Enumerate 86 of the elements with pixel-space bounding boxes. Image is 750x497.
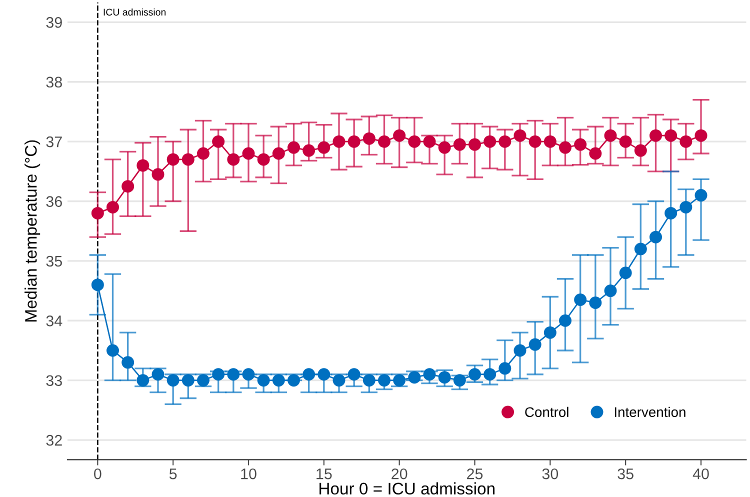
point — [197, 147, 210, 160]
point — [664, 206, 678, 220]
y-tick-label: 34 — [46, 316, 62, 326]
point — [514, 129, 526, 142]
y-tick-label: 32 — [46, 434, 62, 446]
x-tick-label: 40 — [692, 468, 709, 480]
point — [498, 362, 512, 375]
point — [182, 153, 194, 166]
point — [680, 135, 692, 148]
point — [574, 294, 587, 306]
point — [650, 129, 662, 142]
y-tick-label: 36 — [46, 196, 62, 207]
point — [484, 135, 496, 148]
point — [619, 266, 632, 280]
point — [604, 129, 617, 142]
x-tick-label: 35 — [618, 468, 634, 480]
point — [227, 153, 240, 166]
point — [694, 189, 708, 202]
x-tick-label: 30 — [542, 468, 558, 480]
x-tick-label: 25 — [467, 468, 483, 480]
point — [106, 344, 119, 357]
point — [212, 135, 225, 148]
point — [559, 141, 572, 154]
x-axis-title: Hour 0 = ICU admission — [320, 482, 494, 495]
point — [408, 135, 421, 148]
point — [242, 147, 255, 160]
point — [166, 153, 180, 166]
y-axis-title: Median temperature (°C) — [24, 140, 40, 322]
y-tick-label: 35 — [46, 256, 62, 267]
point — [362, 132, 376, 145]
point — [453, 374, 466, 387]
y-tick-label: 38 — [46, 76, 62, 88]
point — [122, 180, 134, 193]
point — [91, 206, 104, 220]
ref-line-label: ICU admission — [104, 8, 166, 16]
point — [544, 135, 556, 148]
y-tick-label: 39 — [46, 17, 62, 28]
point — [498, 135, 512, 148]
point — [574, 138, 587, 151]
point — [106, 200, 119, 214]
x-tick-label: 15 — [316, 468, 332, 480]
point — [257, 153, 270, 166]
point — [589, 296, 602, 309]
point — [589, 147, 602, 160]
point — [332, 135, 346, 148]
point — [544, 326, 556, 339]
point — [650, 230, 662, 244]
point — [438, 141, 451, 154]
x-tick-label: 20 — [392, 468, 408, 480]
point — [378, 135, 390, 148]
point — [288, 374, 300, 387]
point — [514, 344, 526, 357]
point — [634, 242, 647, 256]
point — [528, 135, 542, 148]
x-tick-label: 0 — [94, 468, 102, 480]
point — [302, 144, 316, 157]
point — [136, 159, 150, 172]
point — [136, 374, 150, 387]
x-tick-label: 5 — [169, 468, 177, 480]
y-tick-label: 33 — [46, 375, 62, 386]
point — [288, 141, 300, 154]
point — [453, 138, 466, 151]
legend-label: Intervention — [614, 406, 686, 418]
point — [91, 278, 104, 292]
point — [619, 135, 632, 148]
point — [680, 200, 692, 214]
point — [468, 138, 481, 151]
point — [272, 147, 285, 160]
legend-label: Control — [525, 406, 568, 418]
point — [604, 284, 617, 298]
point — [468, 368, 481, 381]
point — [378, 374, 390, 387]
point — [664, 129, 678, 142]
point — [318, 141, 330, 154]
point — [559, 314, 572, 327]
point — [152, 168, 164, 181]
x-tick-label: 10 — [241, 468, 256, 480]
point — [197, 374, 210, 387]
point — [484, 368, 496, 381]
point — [122, 356, 134, 369]
point — [694, 129, 708, 142]
point — [393, 129, 406, 142]
y-tick-label: 37 — [46, 136, 62, 148]
point — [348, 135, 360, 148]
point — [528, 338, 542, 351]
point — [634, 144, 647, 157]
